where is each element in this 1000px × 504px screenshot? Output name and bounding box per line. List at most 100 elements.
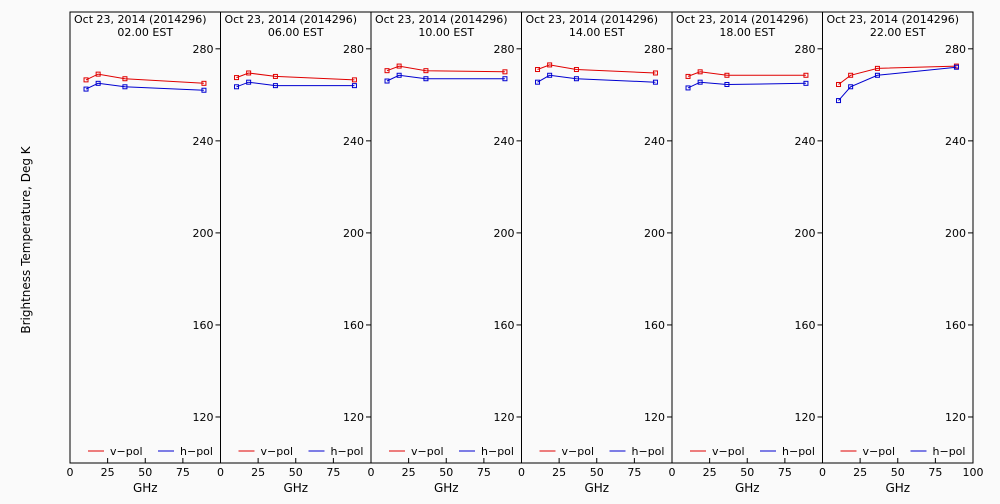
y-tick-label: 120 bbox=[494, 411, 515, 424]
data-point-h-pol bbox=[201, 87, 207, 93]
data-point-v-pol bbox=[396, 63, 402, 69]
legend-label-h-pol: h−pol bbox=[481, 445, 514, 458]
data-point-v-pol bbox=[272, 73, 278, 79]
y-tick-label: 120 bbox=[644, 411, 665, 424]
y-tick-label: 240 bbox=[193, 135, 214, 148]
data-point-h-pol bbox=[396, 72, 402, 78]
data-point-h-pol bbox=[83, 86, 89, 92]
y-tick-label: 200 bbox=[644, 227, 665, 240]
data-point-h-pol bbox=[836, 98, 842, 104]
legend-label-v-pol: v−pol bbox=[261, 445, 294, 458]
y-tick-label: 240 bbox=[945, 135, 966, 148]
data-point-v-pol bbox=[122, 76, 128, 82]
x-tick-label: 25 bbox=[402, 466, 416, 479]
data-point-h-pol bbox=[95, 80, 101, 86]
panel-title: Oct 23, 2014 (2014296) bbox=[225, 13, 358, 26]
y-tick-label: 280 bbox=[945, 43, 966, 56]
panel-title: Oct 23, 2014 (2014296) bbox=[676, 13, 809, 26]
y-tick-label: 240 bbox=[343, 135, 364, 148]
data-point-v-pol bbox=[384, 68, 390, 74]
data-point-h-pol bbox=[652, 79, 658, 85]
x-tick-label: 25 bbox=[251, 466, 265, 479]
x-tick-label: 0 bbox=[67, 466, 74, 479]
panel-subtitle: 18.00 EST bbox=[719, 26, 775, 39]
y-tick-label: 240 bbox=[494, 135, 515, 148]
x-tick-label: 50 bbox=[891, 466, 905, 479]
data-point-v-pol bbox=[234, 75, 240, 81]
series-line-h-pol bbox=[236, 81, 355, 88]
y-tick-label: 160 bbox=[494, 319, 515, 332]
data-point-v-pol bbox=[652, 70, 658, 76]
y-tick-label: 280 bbox=[193, 43, 214, 56]
data-point-h-pol bbox=[234, 84, 240, 90]
y-tick-label: 280 bbox=[644, 43, 665, 56]
data-point-v-pol bbox=[724, 72, 730, 78]
data-point-h-pol bbox=[547, 72, 553, 78]
y-tick-label: 200 bbox=[795, 227, 816, 240]
y-tick-label: 240 bbox=[644, 135, 665, 148]
data-point-v-pol bbox=[573, 67, 579, 73]
x-axis-label: GHz bbox=[735, 481, 760, 495]
data-point-v-pol bbox=[351, 77, 357, 83]
series-line-h-pol bbox=[687, 81, 806, 89]
data-point-v-pol bbox=[423, 68, 429, 74]
x-tick-label: 50 bbox=[289, 466, 303, 479]
panel-title: Oct 23, 2014 (2014296) bbox=[74, 13, 207, 26]
y-tick-label: 280 bbox=[795, 43, 816, 56]
data-point-h-pol bbox=[803, 80, 809, 86]
y-tick-label: 280 bbox=[494, 43, 515, 56]
panel-title: Oct 23, 2014 (2014296) bbox=[375, 13, 508, 26]
data-point-v-pol bbox=[95, 71, 101, 77]
legend-label-v-pol: v−pol bbox=[863, 445, 896, 458]
chart-panel-5: Oct 23, 2014 (2014296)18.00 EST 120 160 200… bbox=[669, 11, 823, 495]
x-tick-label: 50 bbox=[740, 466, 754, 479]
x-tick-label: 50 bbox=[138, 466, 152, 479]
series-line-h-pol bbox=[386, 74, 505, 82]
data-point-h-pol bbox=[573, 76, 579, 82]
x-tick-label: 75 bbox=[627, 466, 641, 479]
series-line-v-pol bbox=[687, 71, 806, 77]
x-tick-label: 75 bbox=[176, 466, 190, 479]
data-point-v-pol bbox=[803, 72, 809, 78]
y-tick-label: 160 bbox=[193, 319, 214, 332]
series-line-h-pol bbox=[537, 74, 656, 83]
y-tick-label: 200 bbox=[494, 227, 515, 240]
x-axis-label: GHz bbox=[283, 481, 308, 495]
x-axis-label: GHz bbox=[434, 481, 459, 495]
x-tick-label: 0 bbox=[368, 466, 375, 479]
x-tick-label: 75 bbox=[326, 466, 340, 479]
data-point-h-pol bbox=[272, 83, 278, 89]
x-tick-label: 0 bbox=[669, 466, 676, 479]
chart-panel-3: Oct 23, 2014 (2014296)10.00 EST 120 160 200… bbox=[368, 11, 522, 495]
y-tick-label: 160 bbox=[343, 319, 364, 332]
series-line-v-pol bbox=[85, 73, 204, 84]
data-point-v-pol bbox=[697, 69, 703, 75]
y-axis-label: Brightness Temperature, Deg K bbox=[19, 145, 33, 333]
data-point-v-pol bbox=[83, 77, 89, 83]
x-tick-label: 25 bbox=[703, 466, 717, 479]
panel-title: Oct 23, 2014 (2014296) bbox=[526, 13, 659, 26]
y-tick-label: 240 bbox=[795, 135, 816, 148]
data-point-v-pol bbox=[836, 81, 842, 87]
data-point-v-pol bbox=[535, 67, 541, 73]
series-line-v-pol bbox=[386, 65, 505, 73]
panel-title: Oct 23, 2014 (2014296) bbox=[827, 13, 960, 26]
data-point-h-pol bbox=[685, 85, 691, 91]
y-tick-label: 160 bbox=[945, 319, 966, 332]
legend-label-v-pol: v−pol bbox=[562, 445, 595, 458]
panel-subtitle: 14.00 EST bbox=[569, 26, 625, 39]
x-tick-label: 50 bbox=[590, 466, 604, 479]
y-tick-label: 120 bbox=[945, 411, 966, 424]
x-tick-label: 25 bbox=[552, 466, 566, 479]
series-line-v-pol bbox=[236, 72, 355, 81]
data-point-v-pol bbox=[201, 80, 207, 86]
panel-subtitle: 22.00 EST bbox=[870, 26, 926, 39]
data-point-h-pol bbox=[384, 78, 390, 84]
data-point-v-pol bbox=[685, 73, 691, 79]
data-point-h-pol bbox=[535, 79, 541, 85]
y-tick-label: 200 bbox=[945, 227, 966, 240]
legend-label-h-pol: h−pol bbox=[180, 445, 213, 458]
x-tick-label: 0 bbox=[518, 466, 525, 479]
data-point-h-pol bbox=[697, 79, 703, 85]
